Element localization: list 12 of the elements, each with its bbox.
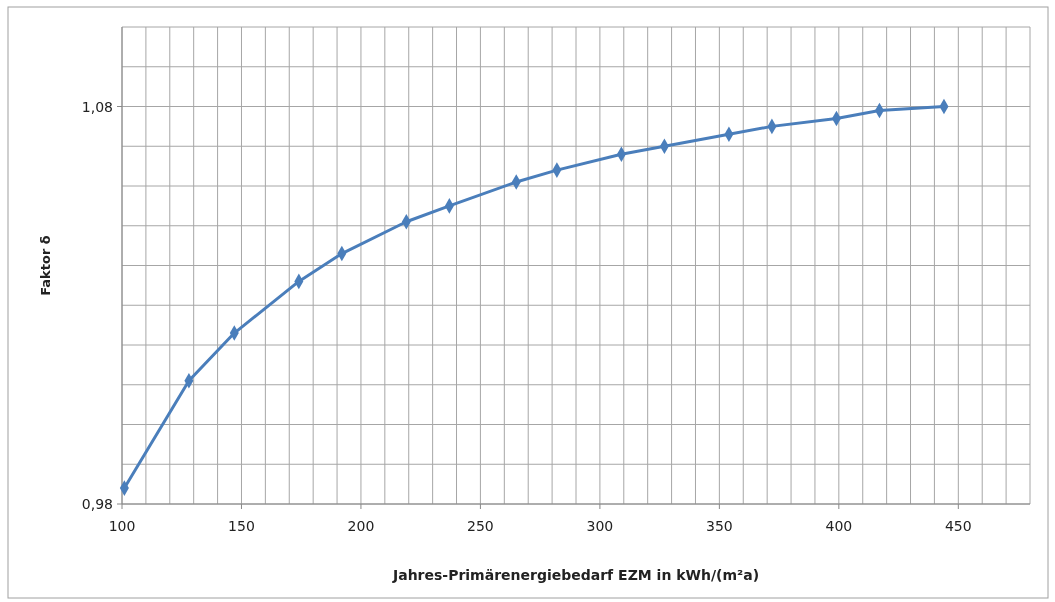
x-tick-label: 350 bbox=[706, 518, 733, 534]
y-axis-title: Faktor δ bbox=[38, 235, 53, 296]
x-tick-label: 450 bbox=[944, 518, 972, 534]
x-tick-label: 100 bbox=[108, 518, 136, 534]
x-tick-label: 200 bbox=[347, 518, 375, 534]
y-tick-label: 1,08 bbox=[81, 98, 113, 115]
y-tick-label: 0,98 bbox=[81, 496, 113, 512]
x-tick-label: 150 bbox=[228, 518, 255, 534]
x-tick-label: 400 bbox=[825, 518, 853, 534]
x-tick-label: 300 bbox=[586, 518, 614, 534]
x-tick-label: 250 bbox=[467, 518, 494, 534]
x-axis-title: Jahres-Primärenergiebedarf EZM in kWh/(m²a) bbox=[391, 567, 760, 583]
